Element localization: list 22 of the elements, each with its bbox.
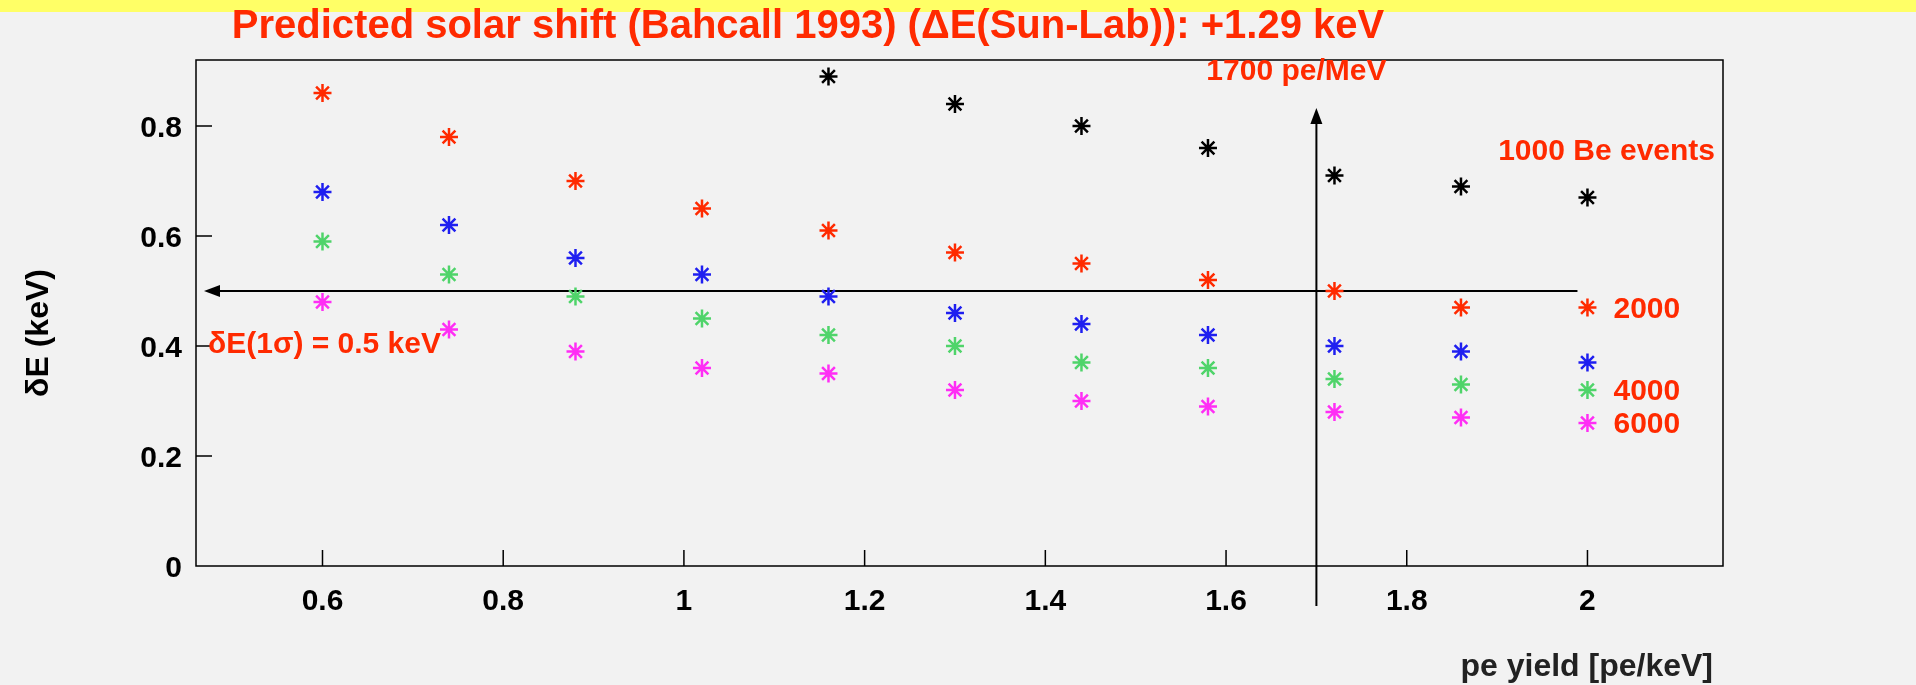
series-label: 4000	[1613, 373, 1681, 406]
y-tick-label: 0.4	[140, 329, 183, 363]
x-tick-label: 1.8	[1385, 583, 1428, 616]
chart-title: Predicted solar shift (Bahcall 1993) (ΔE(Sun-Lab)): +1.29 keV	[231, 2, 1385, 46]
y-tick-label: 0.2	[140, 439, 182, 473]
legend-label: δE(1σ) = 0.5 keV	[208, 326, 441, 359]
x-tick-label: 1	[675, 583, 693, 616]
ref-line-label: 1700 pe/MeV	[1206, 53, 1387, 86]
y-tick-label: 0.6	[140, 219, 182, 253]
x-tick-label: 1.4	[1024, 583, 1067, 616]
x-tick-label: 2	[1579, 583, 1596, 616]
y-axis-title: δE (keV)	[19, 269, 55, 397]
series-label: 2000	[1613, 290, 1681, 324]
series-label: 6000	[1613, 406, 1681, 439]
y-tick-label: 0	[165, 549, 182, 583]
series-label: 1000 Be events	[1498, 132, 1715, 166]
x-axis-title: pe yield [pe/keV]	[1460, 647, 1713, 683]
y-tick-label: 0.8	[140, 109, 182, 143]
x-tick-label: 0.6	[301, 583, 344, 616]
x-tick-label: 1.6	[1205, 583, 1247, 616]
x-tick-label: 0.8	[482, 583, 525, 616]
x-tick-label: 1.2	[843, 583, 886, 616]
